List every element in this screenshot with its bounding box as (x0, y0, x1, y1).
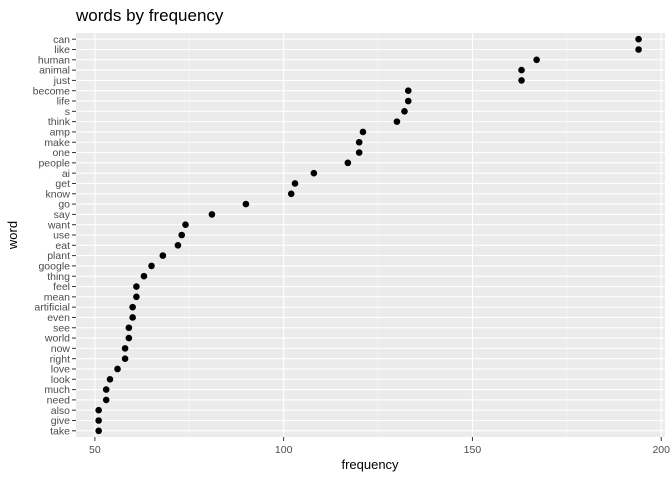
data-point (159, 252, 167, 259)
data-point (635, 35, 642, 43)
y-tick-label: eat (55, 240, 70, 252)
data-point (344, 159, 352, 167)
data-point (287, 190, 295, 198)
data-point (359, 128, 367, 136)
data-point (635, 46, 642, 53)
y-tick-label: can (53, 34, 70, 46)
y-tick-label: artificial (34, 302, 70, 314)
chart-title: words by frequency (75, 6, 224, 25)
y-tick-label: human (38, 54, 70, 66)
y-tick-label: know (45, 188, 70, 200)
y-tick-label: also (51, 405, 70, 417)
data-point (129, 314, 136, 321)
y-tick-label: think (48, 116, 71, 128)
data-point (182, 221, 189, 228)
y-tick-label: love (51, 364, 70, 376)
data-point (310, 169, 318, 177)
data-point (129, 303, 136, 311)
data-point (355, 149, 363, 156)
data-point (114, 365, 121, 373)
data-point (404, 87, 412, 95)
y-tick-label: mean (44, 291, 70, 303)
data-point (148, 262, 155, 270)
data-point (102, 386, 110, 393)
y-tick-label: much (44, 384, 70, 396)
y-tick-label: take (50, 425, 70, 437)
y-tick-label: amp (50, 127, 71, 139)
x-tick-label: 100 (275, 444, 293, 456)
data-point (174, 242, 182, 249)
data-point (133, 283, 140, 290)
data-point (140, 272, 148, 280)
y-tick-label: plant (47, 250, 70, 262)
data-point (291, 180, 299, 187)
y-tick-label: use (53, 230, 70, 242)
x-tick-label: 200 (652, 444, 670, 456)
data-point (393, 118, 401, 125)
y-tick-label: now (51, 343, 71, 355)
y-tick-label: even (47, 312, 70, 324)
data-point (102, 396, 110, 404)
y-tick-label: want (47, 219, 70, 231)
y-tick-label: make (44, 137, 70, 149)
data-point (401, 108, 408, 115)
data-point (95, 417, 102, 424)
y-tick-label: look (51, 374, 71, 386)
data-point (125, 324, 133, 332)
data-point (355, 138, 363, 146)
data-point (121, 355, 129, 362)
y-tick-label: world (44, 333, 70, 345)
y-tick-label: say (54, 209, 71, 221)
y-tick-label: see (53, 322, 70, 334)
y-tick-label: like (54, 44, 70, 56)
x-axis-title: frequency (341, 457, 399, 472)
x-tick-label: 50 (89, 444, 101, 456)
y-tick-label: people (38, 157, 70, 169)
data-point (95, 406, 102, 414)
data-point (518, 77, 525, 84)
data-point (518, 66, 525, 74)
y-tick-label: feel (53, 281, 70, 293)
x-tick-label: 150 (464, 444, 482, 456)
data-point (242, 200, 250, 208)
data-points (95, 35, 642, 435)
y-tick-label: get (55, 178, 70, 190)
data-point (95, 427, 102, 435)
y-tick-label: ai (62, 168, 70, 180)
data-point (133, 293, 140, 301)
y-tick-label: go (58, 199, 70, 211)
data-point (106, 375, 114, 383)
major-gridlines (76, 33, 665, 437)
y-tick-label: give (51, 415, 70, 427)
y-tick-label: life (57, 96, 71, 108)
y-tick-label: animal (39, 65, 70, 77)
y-tick-label: s (65, 106, 70, 118)
data-point (533, 56, 540, 64)
data-point (404, 97, 412, 105)
y-tick-label: right (50, 353, 71, 365)
y-axis-title: word (5, 221, 20, 250)
data-point (178, 231, 186, 239)
y-axis: canlikehumananimaljustbecomelifesthinkam… (33, 34, 76, 437)
data-point (121, 345, 129, 352)
data-point (125, 334, 133, 342)
y-tick-label: become (33, 85, 71, 97)
data-point (208, 211, 216, 218)
x-axis: 50 100 150 200 (89, 437, 670, 456)
y-tick-label: just (53, 75, 70, 87)
y-tick-label: thing (47, 271, 70, 283)
y-tick-label: need (47, 394, 71, 406)
y-tick-label: one (52, 147, 70, 159)
y-tick-label: google (38, 261, 70, 273)
